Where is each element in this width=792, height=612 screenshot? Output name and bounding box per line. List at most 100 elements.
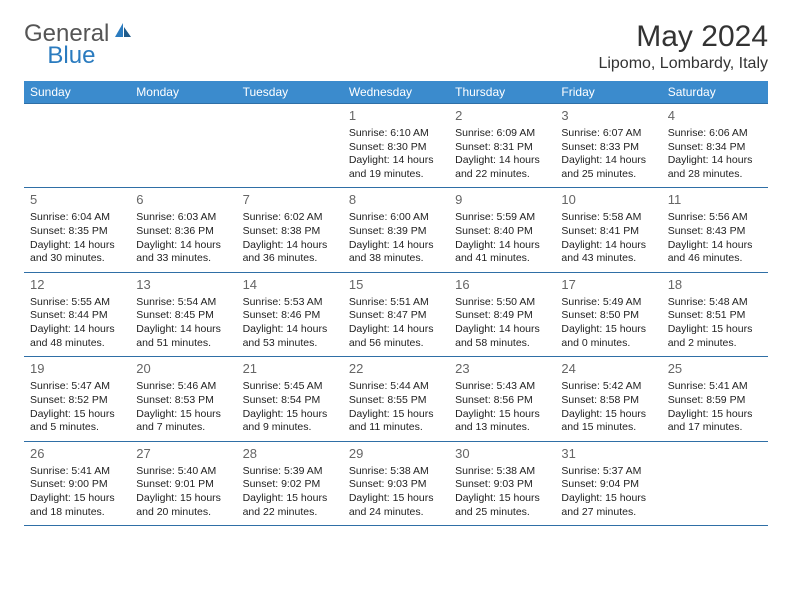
day-sr: Sunrise: 5:50 AM xyxy=(455,296,549,310)
day-d2: and 17 minutes. xyxy=(668,421,762,435)
day-d1: Daylight: 15 hours xyxy=(30,408,124,422)
day-d1: Daylight: 14 hours xyxy=(243,239,337,253)
sail-icon xyxy=(113,21,133,46)
day-d2: and 22 minutes. xyxy=(243,506,337,520)
day-ss: Sunset: 9:04 PM xyxy=(561,478,655,492)
day-d2: and 33 minutes. xyxy=(136,252,230,266)
day-ss: Sunset: 8:49 PM xyxy=(455,309,549,323)
day-d1: Daylight: 15 hours xyxy=(561,408,655,422)
day-number: 4 xyxy=(668,108,762,125)
day-d2: and 7 minutes. xyxy=(136,421,230,435)
day-number: 31 xyxy=(561,446,655,463)
day-ss: Sunset: 8:51 PM xyxy=(668,309,762,323)
calendar-cell: 24Sunrise: 5:42 AMSunset: 8:58 PMDayligh… xyxy=(555,357,661,440)
day-d1: Daylight: 14 hours xyxy=(30,239,124,253)
calendar-cell: 17Sunrise: 5:49 AMSunset: 8:50 PMDayligh… xyxy=(555,273,661,356)
day-sr: Sunrise: 6:06 AM xyxy=(668,127,762,141)
calendar-cell: 1Sunrise: 6:10 AMSunset: 8:30 PMDaylight… xyxy=(343,104,449,187)
day-sr: Sunrise: 6:10 AM xyxy=(349,127,443,141)
day-d2: and 27 minutes. xyxy=(561,506,655,520)
day-d1: Daylight: 14 hours xyxy=(349,239,443,253)
day-ss: Sunset: 8:35 PM xyxy=(30,225,124,239)
day-d1: Daylight: 15 hours xyxy=(561,492,655,506)
day-ss: Sunset: 9:01 PM xyxy=(136,478,230,492)
day-d2: and 24 minutes. xyxy=(349,506,443,520)
day-number: 27 xyxy=(136,446,230,463)
day-sr: Sunrise: 6:04 AM xyxy=(30,211,124,225)
day-d1: Daylight: 15 hours xyxy=(561,323,655,337)
day-number: 11 xyxy=(668,192,762,209)
day-d1: Daylight: 15 hours xyxy=(243,492,337,506)
calendar-cell: 12Sunrise: 5:55 AMSunset: 8:44 PMDayligh… xyxy=(24,273,130,356)
day-d1: Daylight: 14 hours xyxy=(668,239,762,253)
calendar-cell: 15Sunrise: 5:51 AMSunset: 8:47 PMDayligh… xyxy=(343,273,449,356)
day-d1: Daylight: 15 hours xyxy=(136,408,230,422)
day-d1: Daylight: 14 hours xyxy=(136,323,230,337)
day-d1: Daylight: 14 hours xyxy=(30,323,124,337)
day-ss: Sunset: 8:56 PM xyxy=(455,394,549,408)
day-ss: Sunset: 9:03 PM xyxy=(349,478,443,492)
day-d2: and 2 minutes. xyxy=(668,337,762,351)
day-number: 16 xyxy=(455,277,549,294)
calendar-cell: 5Sunrise: 6:04 AMSunset: 8:35 PMDaylight… xyxy=(24,188,130,271)
calendar-cell: 4Sunrise: 6:06 AMSunset: 8:34 PMDaylight… xyxy=(662,104,768,187)
day-ss: Sunset: 8:45 PM xyxy=(136,309,230,323)
calendar-cell: 3Sunrise: 6:07 AMSunset: 8:33 PMDaylight… xyxy=(555,104,661,187)
day-d2: and 38 minutes. xyxy=(349,252,443,266)
calendar-body: 1Sunrise: 6:10 AMSunset: 8:30 PMDaylight… xyxy=(24,103,768,526)
day-number: 25 xyxy=(668,361,762,378)
day-number: 21 xyxy=(243,361,337,378)
day-ss: Sunset: 9:00 PM xyxy=(30,478,124,492)
day-sr: Sunrise: 5:38 AM xyxy=(349,465,443,479)
calendar-cell: 10Sunrise: 5:58 AMSunset: 8:41 PMDayligh… xyxy=(555,188,661,271)
calendar-cell: 23Sunrise: 5:43 AMSunset: 8:56 PMDayligh… xyxy=(449,357,555,440)
day-ss: Sunset: 8:59 PM xyxy=(668,394,762,408)
day-d1: Daylight: 15 hours xyxy=(455,492,549,506)
calendar-row: 1Sunrise: 6:10 AMSunset: 8:30 PMDaylight… xyxy=(24,103,768,188)
day-d1: Daylight: 15 hours xyxy=(349,492,443,506)
day-ss: Sunset: 8:50 PM xyxy=(561,309,655,323)
calendar-cell: 31Sunrise: 5:37 AMSunset: 9:04 PMDayligh… xyxy=(555,442,661,525)
day-number: 10 xyxy=(561,192,655,209)
calendar-cell: 7Sunrise: 6:02 AMSunset: 8:38 PMDaylight… xyxy=(237,188,343,271)
day-number: 29 xyxy=(349,446,443,463)
day-number: 18 xyxy=(668,277,762,294)
day-number: 13 xyxy=(136,277,230,294)
calendar-row: 5Sunrise: 6:04 AMSunset: 8:35 PMDaylight… xyxy=(24,188,768,272)
day-d1: Daylight: 15 hours xyxy=(455,408,549,422)
day-d1: Daylight: 14 hours xyxy=(136,239,230,253)
day-sr: Sunrise: 5:41 AM xyxy=(30,465,124,479)
day-ss: Sunset: 8:36 PM xyxy=(136,225,230,239)
day-d2: and 19 minutes. xyxy=(349,168,443,182)
day-d2: and 28 minutes. xyxy=(668,168,762,182)
weekday-header: Sunday Monday Tuesday Wednesday Thursday… xyxy=(24,81,768,103)
brand-logo: General Blue xyxy=(24,20,185,48)
day-sr: Sunrise: 5:53 AM xyxy=(243,296,337,310)
calendar-cell: 2Sunrise: 6:09 AMSunset: 8:31 PMDaylight… xyxy=(449,104,555,187)
day-d2: and 36 minutes. xyxy=(243,252,337,266)
day-d2: and 5 minutes. xyxy=(30,421,124,435)
day-number: 28 xyxy=(243,446,337,463)
calendar-cell xyxy=(130,104,236,187)
day-d1: Daylight: 14 hours xyxy=(455,239,549,253)
day-number: 8 xyxy=(349,192,443,209)
day-number: 3 xyxy=(561,108,655,125)
day-number: 19 xyxy=(30,361,124,378)
day-d2: and 13 minutes. xyxy=(455,421,549,435)
day-sr: Sunrise: 6:02 AM xyxy=(243,211,337,225)
day-ss: Sunset: 8:31 PM xyxy=(455,141,549,155)
day-ss: Sunset: 8:47 PM xyxy=(349,309,443,323)
day-number: 15 xyxy=(349,277,443,294)
day-ss: Sunset: 8:34 PM xyxy=(668,141,762,155)
day-sr: Sunrise: 5:42 AM xyxy=(561,380,655,394)
day-ss: Sunset: 8:41 PM xyxy=(561,225,655,239)
day-ss: Sunset: 8:58 PM xyxy=(561,394,655,408)
calendar-cell: 9Sunrise: 5:59 AMSunset: 8:40 PMDaylight… xyxy=(449,188,555,271)
calendar-cell: 8Sunrise: 6:00 AMSunset: 8:39 PMDaylight… xyxy=(343,188,449,271)
calendar-cell: 13Sunrise: 5:54 AMSunset: 8:45 PMDayligh… xyxy=(130,273,236,356)
day-number: 9 xyxy=(455,192,549,209)
day-d2: and 46 minutes. xyxy=(668,252,762,266)
day-number: 17 xyxy=(561,277,655,294)
calendar-cell xyxy=(662,442,768,525)
page-title: May 2024 xyxy=(598,20,768,53)
